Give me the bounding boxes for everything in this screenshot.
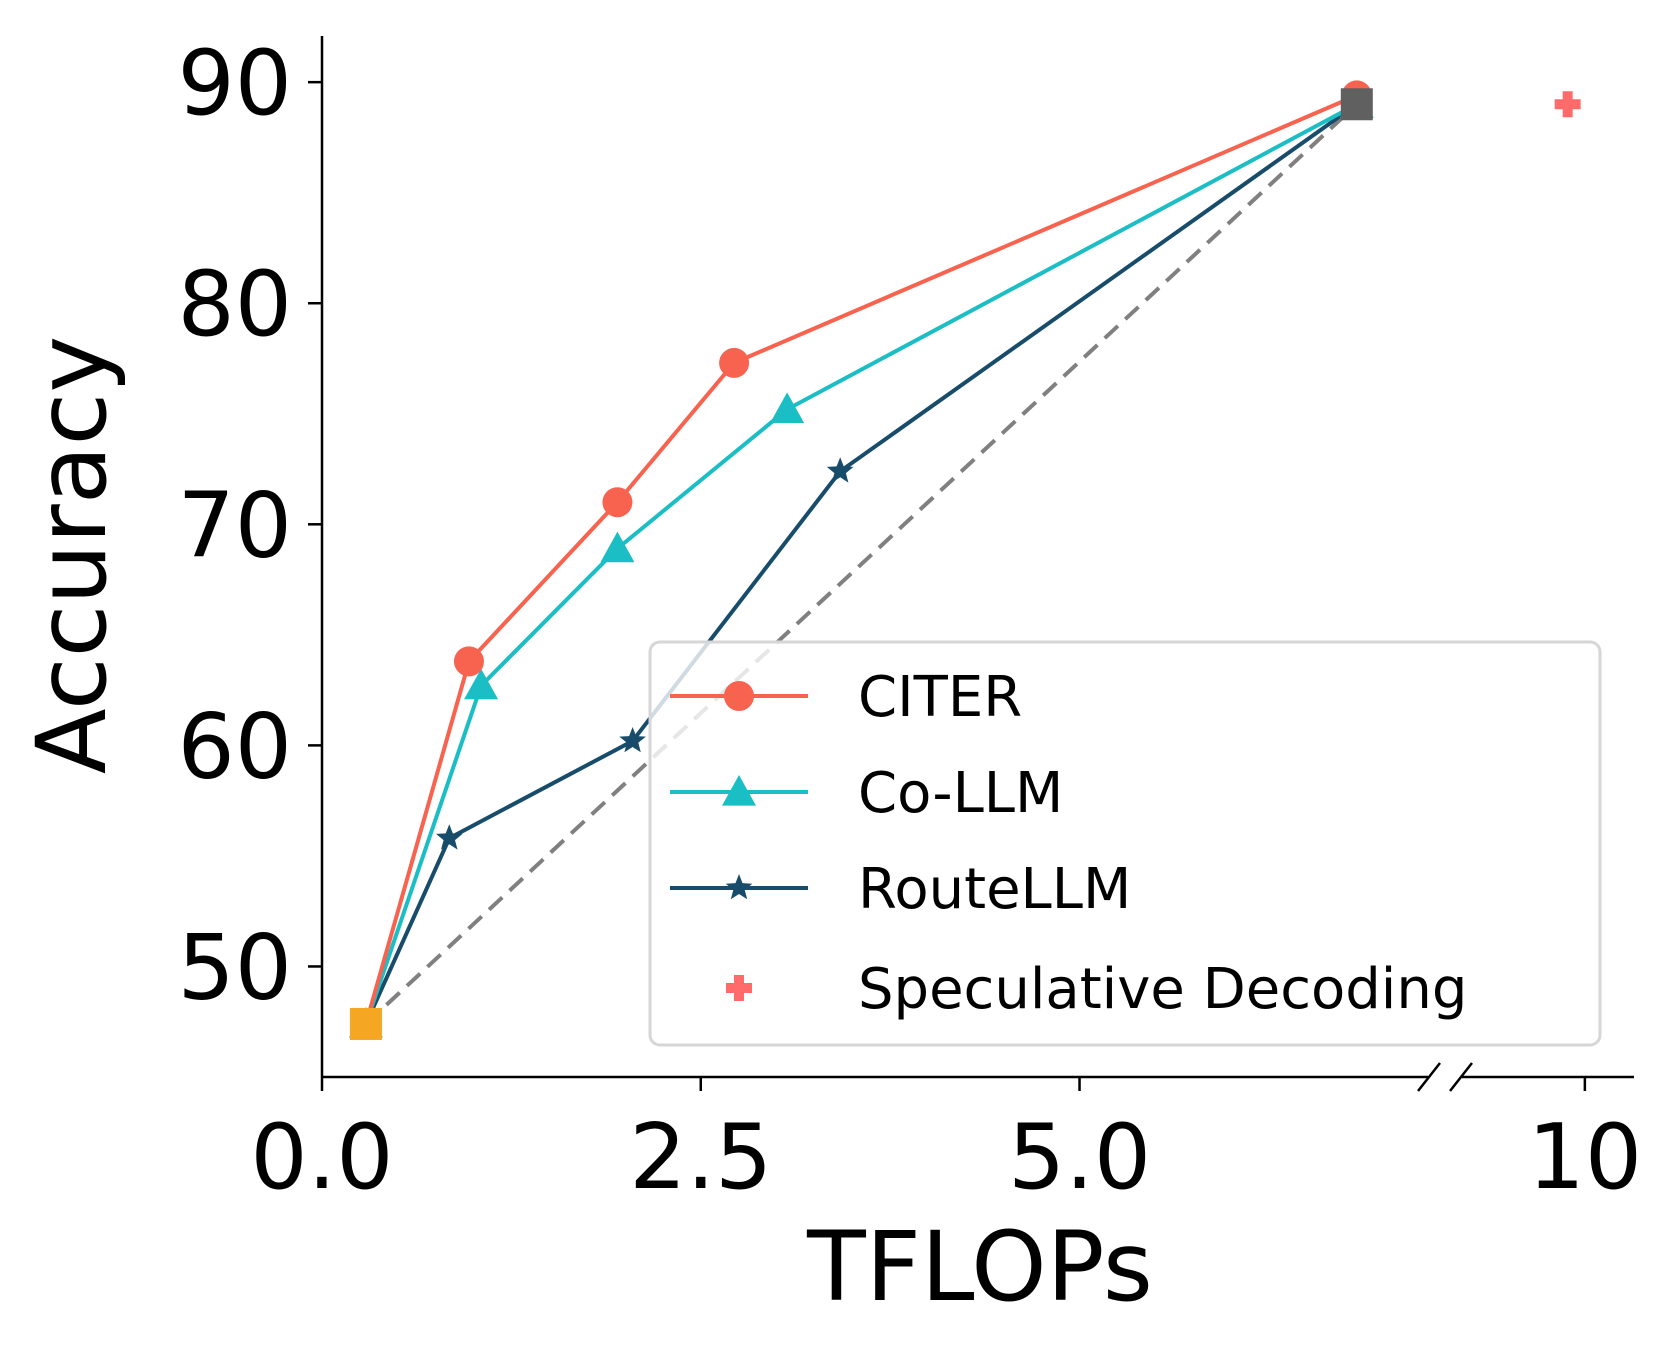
x-tick-label: 5.0: [1008, 1105, 1151, 1210]
axes: 50 60 70 80 90 0.0 2.5 5.0 10: [177, 31, 1642, 1210]
y-tick-label: 90: [177, 31, 292, 136]
x-axis-title: TFLOPs: [806, 1211, 1153, 1323]
legend: CITER Co-LLM RouteLLM Speculative Decoding: [648, 640, 1602, 1047]
citer-point: [719, 347, 750, 378]
routellm-point: [619, 727, 646, 753]
citer-point: [602, 487, 633, 518]
reference-diagonal-line: [364, 102, 1359, 1026]
routellm-point: [826, 457, 854, 483]
x-tick-label: 2.5: [629, 1105, 772, 1210]
axis-break-mark: [1417, 1062, 1441, 1092]
co-llm-point: [770, 392, 805, 423]
citer-point: [453, 646, 484, 677]
legend-speculative-decoding-label: Speculative Decoding: [858, 957, 1467, 1022]
routellm-point: [436, 824, 463, 850]
legend-box: [648, 640, 1602, 1047]
axis-break-mark: [1449, 1062, 1473, 1092]
endpoint-marker: [349, 1007, 382, 1040]
endpoint-marker: [1340, 88, 1373, 121]
y-tick-label: 60: [177, 694, 292, 799]
x-tick-label: 0.0: [250, 1105, 393, 1210]
plot-area: [348, 80, 1581, 1040]
co-llm-point: [600, 531, 635, 563]
legend-citer-marker: [724, 681, 754, 711]
y-tick-label: 70: [177, 473, 292, 578]
x-tick-label: 10: [1528, 1105, 1643, 1210]
legend-routellm-label: RouteLLM: [858, 857, 1131, 922]
legend-speculative-decoding-marker: [726, 975, 752, 1001]
legend-citer-label: CITER: [858, 665, 1022, 730]
y-tick-label: 50: [177, 915, 292, 1020]
legend-co-llm-marker: [722, 775, 756, 806]
legend-co-llm-label: Co-LLM: [858, 761, 1063, 826]
legend-routellm-marker: [725, 874, 753, 900]
co-llm-point: [464, 668, 499, 700]
y-axis-title: Accuracy: [16, 336, 128, 774]
speculative-decoding-point: [1554, 91, 1581, 118]
y-tick-label: 80: [177, 252, 292, 357]
